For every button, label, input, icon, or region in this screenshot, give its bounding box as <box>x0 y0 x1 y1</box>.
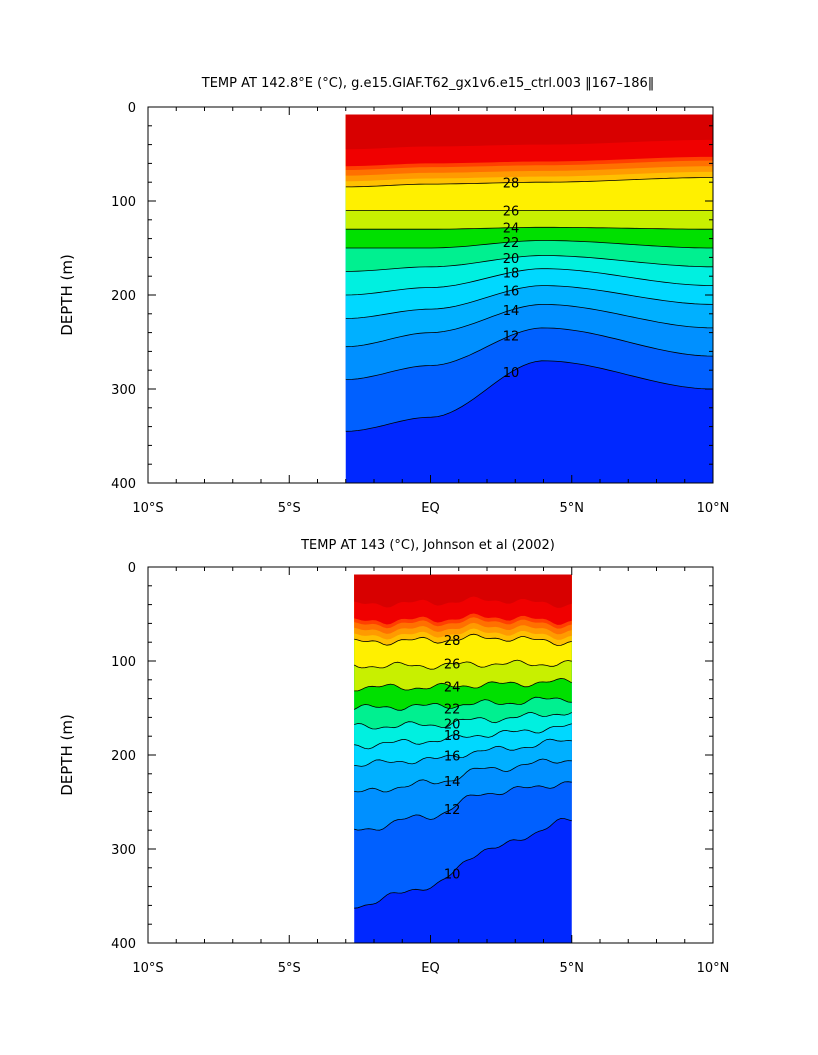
contour-line <box>345 240 713 249</box>
contour-fills <box>354 574 572 943</box>
chart-title: TEMP AT 142.8°E (°C), g.e15.GIAF.T62_gx1… <box>201 76 654 91</box>
y-tick-label: 300 <box>111 843 136 858</box>
contour-label: 24 <box>503 222 520 237</box>
contour-label: 28 <box>503 177 520 192</box>
contour-line <box>354 738 572 767</box>
contour-line <box>345 327 714 380</box>
y-tick-label: 100 <box>111 655 136 670</box>
y-tick-label: 0 <box>128 561 136 576</box>
contour-label: 10 <box>444 867 461 882</box>
contour-label: 24 <box>444 681 461 696</box>
band-fill <box>345 114 713 150</box>
contour-label: 22 <box>503 236 520 251</box>
contour-label: 26 <box>503 204 520 219</box>
x-tick-label: EQ <box>421 961 439 976</box>
y-tick-label: 100 <box>111 195 136 210</box>
band-fill <box>354 574 572 608</box>
contour-line <box>354 723 572 750</box>
contour-line <box>354 781 572 831</box>
y-tick-label: 400 <box>111 477 136 492</box>
x-tick-label: EQ <box>421 501 439 516</box>
contour-label: 18 <box>444 729 461 744</box>
contour-line <box>345 255 713 272</box>
contour-label: 26 <box>444 658 461 673</box>
x-tick-label: 10°N <box>697 501 730 516</box>
axes: 10°S 5°S EQ 5°N 10°N 0 100 200 300 400 <box>111 101 729 516</box>
contour-line <box>345 285 714 319</box>
contour-line <box>345 360 714 432</box>
chart-title: TEMP AT 143 (°C), Johnson et al (2002) <box>300 538 555 553</box>
y-tick-label: 0 <box>128 101 136 116</box>
contour-label: 12 <box>503 329 520 344</box>
contour-label: 16 <box>444 749 461 764</box>
contour-line <box>345 177 713 188</box>
contour-label: 20 <box>503 252 520 267</box>
y-tick-label: 300 <box>111 383 136 398</box>
x-tick-label: 10°S <box>132 501 163 516</box>
contour-line <box>345 226 713 230</box>
y-tick-label: 400 <box>111 937 136 952</box>
contour-line <box>354 633 572 646</box>
axes: 10°S 5°S EQ 5°N 10°N 0 100 200 300 400 <box>111 561 729 976</box>
contour-line <box>354 758 572 793</box>
contour-label: 14 <box>503 304 520 319</box>
y-tick-label: 200 <box>111 749 136 764</box>
x-tick-label: 5°S <box>278 961 301 976</box>
contour-fills <box>345 114 713 484</box>
x-tick-label: 5°N <box>560 501 585 516</box>
x-tick-label: 5°S <box>278 501 301 516</box>
y-tick-label: 200 <box>111 289 136 304</box>
contour-line <box>345 304 714 348</box>
contour-line <box>354 677 572 692</box>
contour-label: 10 <box>503 366 520 381</box>
contour-label: 18 <box>503 266 520 281</box>
x-tick-label: 5°N <box>560 961 585 976</box>
x-tick-label: 10°N <box>697 961 730 976</box>
contour-label: 22 <box>444 702 461 717</box>
contour-label: 28 <box>444 634 461 649</box>
contour-lines <box>354 633 572 909</box>
contour-lines <box>345 177 714 432</box>
contour-line <box>354 659 572 670</box>
y-axis-label: DEPTH (m) <box>58 254 76 336</box>
contour-line <box>354 712 572 730</box>
y-axis-label: DEPTH (m) <box>58 714 76 796</box>
x-tick-label: 10°S <box>132 961 163 976</box>
contour-line <box>354 696 572 711</box>
chart-panel-observations: TEMP AT 143 (°C), Johnson et al (2002) 2… <box>58 538 729 976</box>
contour-line <box>345 268 714 296</box>
contour-label: 16 <box>503 284 520 299</box>
contour-label: 20 <box>444 717 461 732</box>
contour-label: 14 <box>444 775 461 790</box>
contour-line <box>354 817 572 909</box>
chart-panel-model: TEMP AT 142.8°E (°C), g.e15.GIAF.T62_gx1… <box>58 76 729 516</box>
contour-label: 12 <box>444 803 461 818</box>
